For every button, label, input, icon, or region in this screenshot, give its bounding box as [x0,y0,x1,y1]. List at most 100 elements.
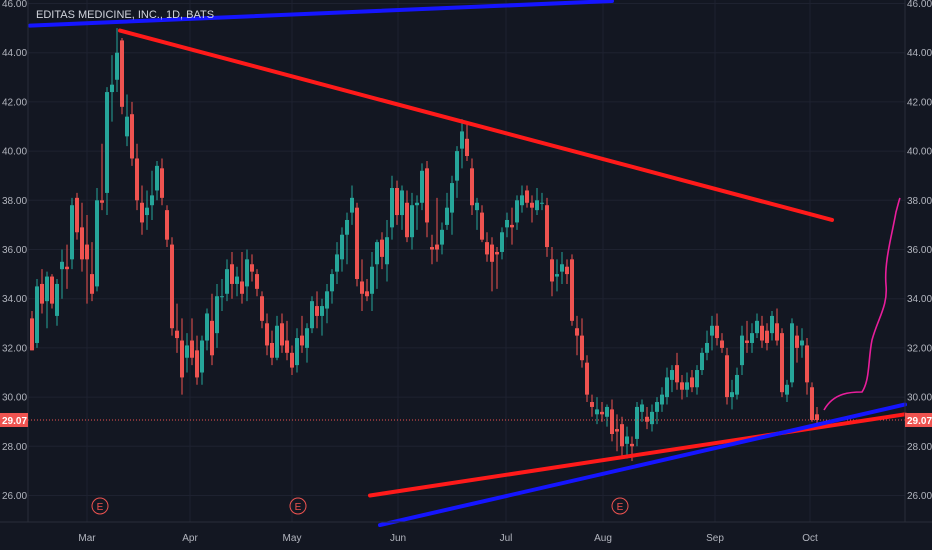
candle-body [490,244,494,262]
candle-body [780,333,784,393]
earnings-marker[interactable] [289,497,307,515]
earnings-marker[interactable] [91,497,109,515]
candle-body [760,325,764,341]
candle-body [175,330,179,339]
candle-body [110,84,114,93]
candle-body [375,242,379,265]
candle-body [385,237,389,265]
candle-body [335,254,339,272]
x-tick-label: Oct [802,533,818,544]
candle-body [280,323,284,346]
y-tick-label-right: 30.00 [907,393,932,404]
candle-body [750,333,754,343]
candle-body [270,342,274,358]
candle-body [135,158,139,201]
y-tick-label-right: 28.00 [907,442,932,453]
candle-body [30,318,34,351]
candle-body [55,283,59,316]
candle-body [430,247,434,250]
candle-body [170,244,174,329]
candle-body [655,402,659,412]
candle-body [250,264,254,272]
candle-body [60,261,64,270]
candle-body [610,409,614,434]
candle-body [205,313,209,341]
y-axis-right[interactable]: 26.00 28.00 30.00 32.00 34.00 36.00 38.00 40.00… [907,0,932,502]
candle-body [325,291,329,309]
trendline-blue-upper[interactable] [28,0,614,28]
candle-body [795,335,799,348]
candle-body [510,224,514,228]
chart-title: EDITAS MEDICINE, INC., 1D, BATS [36,9,215,21]
candle-body [95,200,99,287]
candle-body [615,429,619,432]
y-tick-label-right: 40.00 [907,147,932,158]
projection-annotation[interactable] [823,197,901,411]
candle-body [790,323,794,383]
candle-body [330,274,334,292]
candle-body [195,350,199,378]
y-tick-label-left: 32.00 [2,343,27,354]
trendline-resistance[interactable] [118,28,834,222]
candle-body [115,52,119,80]
candle-body [575,328,579,336]
y-tick-label-left: 36.00 [2,245,27,256]
candle-body [800,340,804,346]
y-tick-label-right: 42.00 [907,97,932,108]
candle-body [90,274,94,294]
candle-body [695,370,699,388]
candle-body [485,242,489,255]
candle-body [545,205,549,248]
earnings-label: E [97,502,104,513]
candle-body [80,227,84,260]
y-axis-left[interactable]: 26.00 28.00 30.00 32.00 34.00 36.00 38.00 40.00… [2,0,27,502]
y-tick-label-right: 46.00 [907,0,932,10]
earnings-marker[interactable] [611,497,629,515]
candle-body [240,281,244,294]
candle-body [650,411,654,425]
candle-body [585,362,589,395]
candle-body [425,168,429,223]
candle-body [50,276,54,304]
candle-body [465,138,469,157]
x-tick-label: Jul [500,533,513,544]
x-axis[interactable]: Mar Apr May Jun Jul Aug Sep Oct [78,533,818,544]
candle-body [480,212,484,240]
candle-body [125,116,129,137]
candle-body [455,151,459,181]
candle-body [245,259,249,287]
y-tick-label-left: 28.00 [2,442,27,453]
candle-body [595,409,599,415]
y-tick-label-right: 36.00 [907,245,932,256]
candle-body [405,202,409,238]
x-tick-label: May [283,533,302,544]
candle-body [130,114,134,159]
trendlines[interactable] [28,0,907,528]
candle-body [185,345,189,358]
trendline-blue-lower[interactable] [378,402,907,528]
trendline-support[interactable] [368,412,907,498]
candle-body [65,266,69,270]
candle-body [775,323,779,341]
candle-body [275,325,279,358]
y-tick-label-left: 44.00 [2,48,27,59]
candle-body [295,338,299,366]
candle-body [310,301,314,329]
x-tick-label: Mar [78,533,96,544]
candle-body [345,219,349,235]
candle-body [495,251,499,255]
candle-body [635,406,639,439]
candle-body [535,200,539,211]
grid-lines [28,0,905,522]
candle-body [605,406,609,417]
candle-body [155,165,159,191]
candle-body [685,382,689,390]
candle-body [515,200,519,223]
candle-body [745,340,749,343]
candle-body [45,276,49,302]
candle-body [395,188,399,216]
candle-body [190,340,194,358]
